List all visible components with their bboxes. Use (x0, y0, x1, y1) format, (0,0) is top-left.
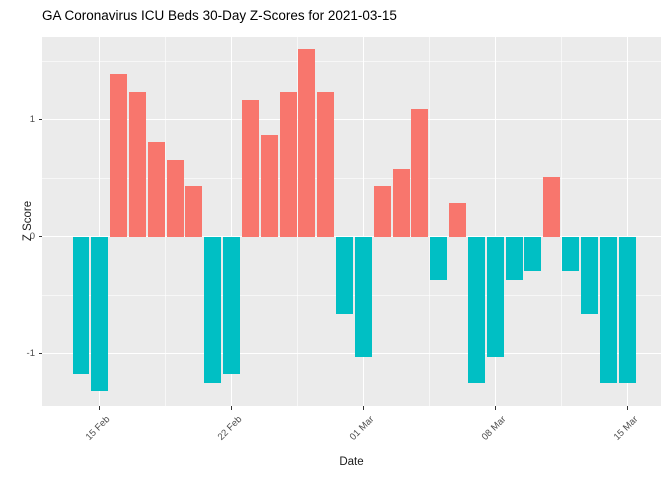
bar-2021-03-14 (599, 236, 617, 383)
bar-2021-03-01 (354, 236, 372, 357)
x-axis-title: Date (339, 456, 364, 468)
bar-2021-02-20 (185, 186, 203, 237)
bar-2021-03-15 (618, 236, 636, 383)
y-tick-label: 1 (29, 114, 35, 126)
x-major-gridline (362, 37, 365, 406)
bar-2021-02-24 (260, 135, 278, 237)
y-tick-label: -1 (26, 347, 35, 359)
x-minor-gridline (297, 37, 299, 406)
bar-2021-02-17 (129, 91, 146, 237)
x-minor-gridline (165, 37, 167, 406)
y-major-gridline (42, 119, 661, 121)
bar-2021-02-21 (204, 236, 222, 383)
bar-2021-03-11 (543, 177, 561, 237)
x-tick-mark (494, 406, 496, 410)
x-tick-label: 08 Mar (479, 414, 509, 443)
bar-2021-02-28 (336, 236, 354, 314)
bar-2021-03-02 (373, 186, 391, 237)
chart-title: GA Coronavirus ICU Beds 30-Day Z-Scores … (42, 8, 397, 23)
x-minor-gridline (428, 37, 430, 406)
bar-2021-02-26 (298, 48, 316, 237)
x-tick-label: 15 Mar (611, 414, 640, 443)
y-tick-mark (38, 236, 42, 238)
bar-2021-02-16 (110, 74, 128, 237)
bar-2021-02-15 (91, 236, 109, 391)
x-tick-label: 22 Feb (215, 414, 245, 443)
bar-2021-02-14 (72, 236, 90, 375)
bar-2021-02-19 (166, 159, 184, 237)
x-major-gridline (231, 37, 233, 406)
bar-2021-02-18 (147, 142, 165, 237)
y-minor-gridline (42, 177, 661, 179)
x-tick-mark (362, 406, 364, 410)
x-major-gridline (494, 37, 496, 406)
x-tick-label: 01 Mar (347, 414, 377, 443)
bar-2021-03-07 (467, 236, 485, 383)
bar-2021-03-04 (411, 109, 429, 237)
chart-panel (42, 37, 661, 406)
bar-2021-03-13 (580, 236, 598, 314)
x-minor-gridline (560, 37, 562, 406)
x-tick-mark (626, 406, 628, 410)
y-tick-label: 0 (29, 231, 35, 243)
bar-2021-02-27 (317, 91, 335, 237)
bar-2021-03-03 (392, 168, 410, 237)
bar-2021-02-25 (279, 91, 297, 237)
x-tick-mark (99, 406, 101, 410)
y-major-gridline (42, 352, 661, 355)
bar-2021-03-10 (524, 236, 542, 271)
bar-2021-03-06 (449, 202, 467, 237)
x-major-gridline (99, 37, 101, 406)
bar-2021-03-05 (430, 236, 448, 280)
bar-2021-03-12 (562, 236, 580, 271)
bar-2021-02-23 (241, 100, 259, 237)
y-tick-mark (38, 119, 42, 121)
x-tick-mark (231, 406, 233, 410)
x-tick-label: 15 Feb (83, 414, 113, 443)
bar-2021-02-22 (223, 236, 241, 375)
bar-2021-03-08 (486, 236, 504, 357)
y-minor-gridline (42, 61, 661, 63)
x-major-gridline (626, 37, 628, 406)
y-tick-mark (38, 352, 42, 354)
bar-2021-03-09 (505, 236, 523, 280)
